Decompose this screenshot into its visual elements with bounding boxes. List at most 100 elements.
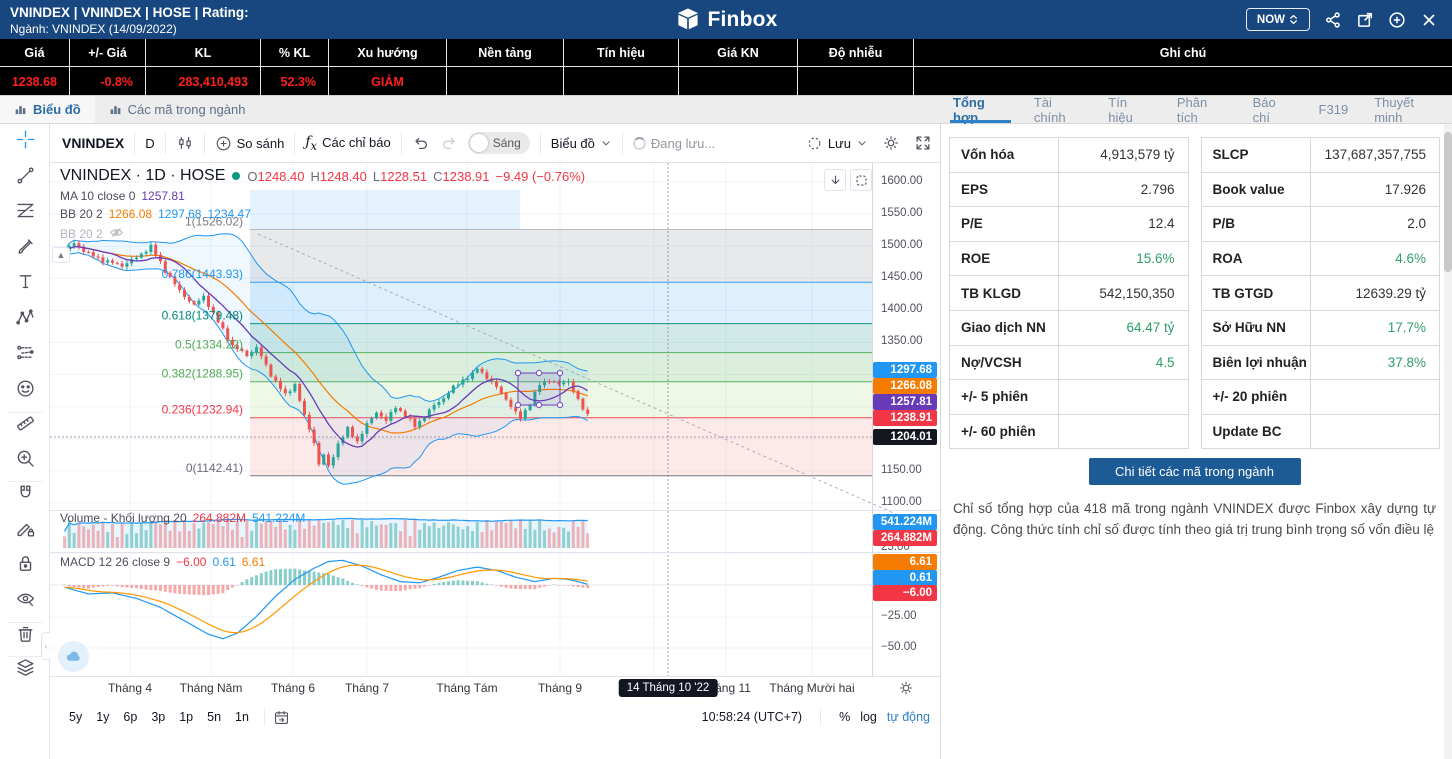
fullscreen-button[interactable] xyxy=(914,134,932,152)
scrollbar[interactable] xyxy=(1444,124,1452,759)
price-chart[interactable]: 1(1526.02) 0.786(1443.93) 0.618(1379.48) 0.… xyxy=(50,163,940,676)
eye-slash-icon[interactable] xyxy=(109,225,124,243)
time-axis-label[interactable]: Tháng 4 xyxy=(107,681,153,695)
toolbar-collapse-handle[interactable]: ‹ xyxy=(41,632,50,660)
quote-value-9 xyxy=(914,67,1452,96)
zoom-in-icon[interactable] xyxy=(9,443,41,473)
legend-collapse-button[interactable]: ▲ xyxy=(52,247,70,263)
range-button-3p[interactable]: 3p xyxy=(151,710,166,724)
stat-label: Update BC xyxy=(1202,414,1311,449)
stat-label: TB GTGD xyxy=(1202,276,1311,310)
stat-label: P/E xyxy=(950,207,1060,241)
axis-tick: −50.00 xyxy=(881,641,917,653)
svg-text:0.236(1232.94): 0.236(1232.94) xyxy=(162,403,243,417)
scrollbar-thumb[interactable] xyxy=(1444,132,1452,272)
quote-value-3: 52.3% xyxy=(261,67,329,96)
go-to-date-icon[interactable] xyxy=(273,709,290,726)
trash-icon[interactable] xyxy=(9,618,41,648)
open-in-new-icon[interactable] xyxy=(1356,11,1374,29)
range-button-5y[interactable]: 5y xyxy=(69,710,83,724)
stat-label: +/- 20 phiên xyxy=(1202,380,1311,414)
chart-canvas[interactable]: 1(1526.02) 0.786(1443.93) 0.618(1379.48) 0.… xyxy=(50,163,940,676)
volume-legend[interactable]: Volume - Khối lượng 20 264.882M 541.224M xyxy=(60,511,306,525)
long-position-icon[interactable] xyxy=(9,337,41,367)
time-axis-label[interactable]: Tháng Mười hai xyxy=(769,681,855,695)
stat-value: 542,150,350 xyxy=(1099,285,1175,301)
range-button-1p[interactable]: 1p xyxy=(179,710,194,724)
redo-button[interactable] xyxy=(440,134,458,152)
undo-button[interactable] xyxy=(412,134,430,152)
chart-subtab-1[interactable]: Các mã trong ngành xyxy=(95,96,260,123)
legend-bb[interactable]: BB 20 2 1266.08 1297.68 1234.47 xyxy=(60,207,251,221)
quote-value-6 xyxy=(564,67,679,96)
magnet-icon[interactable] xyxy=(9,478,41,508)
percent-scale-button[interactable]: % xyxy=(839,710,851,724)
legend-ma[interactable]: MA 10 close 0 1257.81 xyxy=(60,189,185,203)
legend-bb-hidden[interactable]: BB 20 2 xyxy=(60,225,585,243)
range-button-1n[interactable]: 1n xyxy=(235,710,249,724)
range-button-5n[interactable]: 5n xyxy=(207,710,222,724)
time-axis[interactable]: Tháng 4 Tháng Năm Tháng 6 Tháng 7 Tháng Tám T… xyxy=(50,676,940,700)
chart-settings-button[interactable] xyxy=(882,134,900,152)
time-axis-label[interactable]: Tháng 6 xyxy=(270,681,316,695)
xabcd-pattern-icon[interactable] xyxy=(9,302,41,332)
panel-tab-tín-hiệu[interactable]: Tín hiệu xyxy=(1108,94,1133,125)
layers-icon[interactable] xyxy=(9,652,41,682)
text-icon[interactable] xyxy=(9,266,41,296)
brush-icon[interactable] xyxy=(9,231,41,261)
emoji-icon[interactable] xyxy=(9,373,41,403)
panel-tab-tổng-hợp[interactable]: Tổng hợp xyxy=(940,95,1021,125)
reset-view-button[interactable] xyxy=(850,169,872,191)
stat-label: Biên lợi nhuận xyxy=(1202,345,1311,380)
range-button-1y[interactable]: 1y xyxy=(96,710,110,724)
weather-cloud-button[interactable] xyxy=(58,641,89,672)
panel-tab-thuyết-minh[interactable]: Thuyết minh xyxy=(1374,94,1414,125)
interval-button[interactable]: D xyxy=(145,135,155,151)
panel-tab-f319[interactable]: F319 xyxy=(1318,102,1349,117)
legend-symbol[interactable]: VNINDEX · 1D · HOSE xyxy=(60,167,226,184)
macd-legend[interactable]: MACD 12 26 close 9 −6.00 0.61 6.61 xyxy=(60,555,266,569)
compare-button[interactable]: So sánh xyxy=(215,135,284,152)
axis-tick: 1150.00 xyxy=(881,464,922,476)
close-icon[interactable] xyxy=(1420,11,1438,29)
range-button-6p[interactable]: 6p xyxy=(123,710,138,724)
time-axis-label[interactable]: Tháng Năm xyxy=(179,681,243,695)
chart-subtab-0[interactable]: Biểu đồ xyxy=(0,96,95,123)
stat-row: EPS 2.796 xyxy=(950,172,1188,208)
log-scale-button[interactable]: log xyxy=(860,710,877,724)
stat-value: 17.926 xyxy=(1384,181,1426,197)
time-axis-label[interactable]: Tháng Tám xyxy=(436,681,498,695)
now-button-label: NOW xyxy=(1256,13,1285,26)
market-status-dot xyxy=(232,172,241,180)
now-button[interactable]: NOW xyxy=(1245,8,1310,31)
industry-detail-button[interactable]: Chi tiết các mã trong ngành xyxy=(1088,458,1301,486)
quote-table: Giá +/- Giá KL% KL Xu hướng Nền tảng Tín hiệu… xyxy=(0,39,1452,96)
auto-scale-button[interactable]: tự động xyxy=(886,710,930,724)
theme-toggle[interactable]: Sáng xyxy=(467,132,530,154)
save-layout-button[interactable]: Lưu xyxy=(806,135,868,152)
hide-drawings-icon[interactable] xyxy=(9,583,41,613)
panel-tab-tài-chính[interactable]: Tài chính xyxy=(1033,94,1066,125)
share-icon[interactable] xyxy=(1324,11,1342,29)
clock[interactable]: 10:58:24 (UTC+7) xyxy=(701,710,803,724)
timezone-settings-icon[interactable] xyxy=(898,680,914,699)
indicators-button[interactable]: ƒx Các chỉ báo xyxy=(305,133,391,153)
fib-retracement-icon[interactable] xyxy=(9,195,41,225)
add-circle-icon[interactable] xyxy=(1388,11,1406,29)
panel-tab-phân-tích[interactable]: Phân tích xyxy=(1176,94,1208,125)
legend-ohlc: O1248.40 H1248.40 L1228.51 C1238.91 −9.4… xyxy=(247,168,586,184)
lock-icon[interactable] xyxy=(9,548,41,578)
time-axis-label[interactable]: Tháng 9 xyxy=(537,681,583,695)
crosshair-icon[interactable] xyxy=(9,124,41,154)
stat-value: 17.7% xyxy=(1387,320,1426,336)
drawing-mode-icon[interactable] xyxy=(9,513,41,543)
symbol-button[interactable]: VNINDEX xyxy=(62,135,125,151)
svg-text:0.382(1288.95): 0.382(1288.95) xyxy=(162,367,243,381)
trend-line-icon[interactable] xyxy=(9,160,41,190)
scroll-to-recent-button[interactable] xyxy=(824,169,846,191)
chart-type-dropdown[interactable]: Biểu đồ xyxy=(551,136,612,151)
candle-style-icon[interactable] xyxy=(176,134,194,152)
time-axis-label[interactable]: Tháng 7 xyxy=(344,681,390,695)
ruler-icon[interactable] xyxy=(9,408,41,438)
panel-tab-báo-chí[interactable]: Báo chí xyxy=(1252,94,1276,125)
